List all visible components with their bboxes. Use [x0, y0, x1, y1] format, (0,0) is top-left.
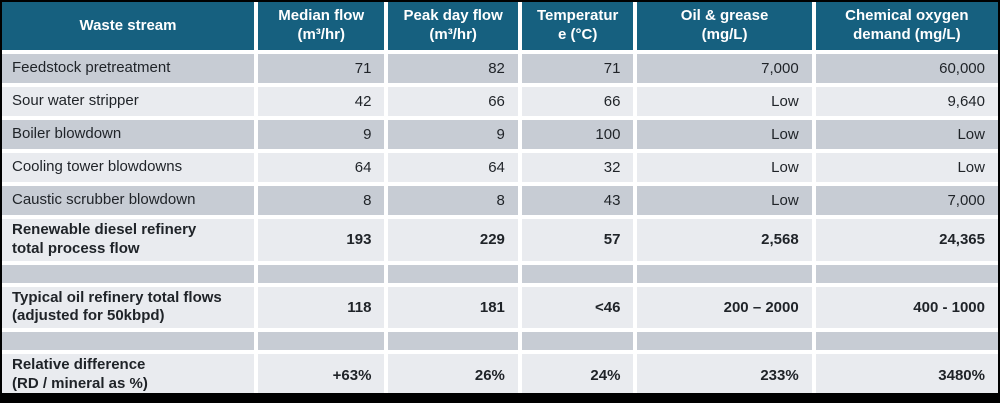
cell-peak-day-flow: 26% [388, 354, 522, 393]
spacer-cell [2, 332, 258, 354]
table-row-typical-oil-refinery: Typical oil refinery total flows (adjust… [2, 286, 998, 332]
cell-oil-grease: 233% [637, 354, 816, 393]
row-label: Sour water stripper [2, 87, 258, 120]
table-row-sour-water-stripper: Sour water stripper 42 66 66 Low 9,640 [2, 87, 998, 120]
cell-temperature: <46 [521, 286, 638, 332]
table-row-feedstock-pretreatment: Feedstock pretreatment 71 82 71 7,000 60… [2, 54, 998, 87]
cell-oil-grease: Low [637, 87, 816, 120]
row-label: Feedstock pretreatment [2, 54, 258, 87]
cell-chemical-oxygen-demand: 3480% [815, 354, 998, 393]
cell-median-flow: 64 [257, 153, 389, 186]
header-chemical-oxygen-demand: Chemical oxygen demand (mg/L) [815, 2, 998, 54]
cell-chemical-oxygen-demand: 9,640 [815, 87, 998, 120]
cell-median-flow: 8 [257, 186, 389, 219]
header-row: Waste stream Median flow (m³/hr) Peak da… [2, 2, 998, 54]
cell-peak-day-flow: 9 [388, 120, 522, 153]
spacer-cell [388, 332, 522, 354]
cell-chemical-oxygen-demand: 400 - 1000 [815, 286, 998, 332]
cell-oil-grease: 7,000 [637, 54, 816, 87]
cell-median-flow: 9 [257, 120, 389, 153]
cell-peak-day-flow: 8 [388, 186, 522, 219]
table-row-spacer [2, 332, 998, 354]
table-row-caustic-scrubber-blowdown: Caustic scrubber blowdown 8 8 43 Low 7,0… [2, 186, 998, 219]
cell-oil-grease: 2,568 [637, 219, 816, 265]
cell-temperature: 32 [521, 153, 638, 186]
cell-temperature: 66 [521, 87, 638, 120]
spacer-cell [257, 332, 389, 354]
header-waste-stream: Waste stream [2, 2, 258, 54]
cell-temperature: 100 [521, 120, 638, 153]
spacer-cell [637, 264, 816, 287]
cell-oil-grease: Low [637, 186, 816, 219]
cell-median-flow: 118 [257, 286, 389, 332]
cell-oil-grease: Low [637, 153, 816, 186]
cell-temperature: 24% [521, 354, 638, 393]
cell-median-flow: +63% [257, 354, 389, 393]
cell-median-flow: 42 [257, 87, 389, 120]
cell-peak-day-flow: 82 [388, 54, 522, 87]
table-row-spacer [2, 264, 998, 287]
spacer-cell [815, 332, 998, 354]
cell-peak-day-flow: 181 [388, 286, 522, 332]
spacer-cell [521, 264, 638, 287]
table-row-boiler-blowdown: Boiler blowdown 9 9 100 Low Low [2, 120, 998, 153]
cell-chemical-oxygen-demand: Low [815, 153, 998, 186]
spacer-cell [388, 264, 522, 287]
row-label: Relative difference (RD / mineral as %) [2, 354, 258, 393]
spacer-cell [257, 264, 389, 287]
cell-oil-grease: 200 – 2000 [637, 286, 816, 332]
spacer-cell [2, 264, 258, 287]
cell-temperature: 57 [521, 219, 638, 265]
cell-temperature: 71 [521, 54, 638, 87]
cell-oil-grease: Low [637, 120, 816, 153]
cell-temperature: 43 [521, 186, 638, 219]
cell-chemical-oxygen-demand: 60,000 [815, 54, 998, 87]
header-temperature: Temperatur e (°C) [521, 2, 638, 54]
cell-chemical-oxygen-demand: 7,000 [815, 186, 998, 219]
table-row-relative-difference: Relative difference (RD / mineral as %) … [2, 354, 998, 393]
cell-chemical-oxygen-demand: Low [815, 120, 998, 153]
cell-median-flow: 71 [257, 54, 389, 87]
cell-peak-day-flow: 66 [388, 87, 522, 120]
table-row-cooling-tower-blowdowns: Cooling tower blowdowns 64 64 32 Low Low [2, 153, 998, 186]
cell-chemical-oxygen-demand: 24,365 [815, 219, 998, 265]
cell-median-flow: 193 [257, 219, 389, 265]
header-peak-day-flow: Peak day flow (m³/hr) [388, 2, 522, 54]
row-label: Caustic scrubber blowdown [2, 186, 258, 219]
cell-peak-day-flow: 64 [388, 153, 522, 186]
row-label: Renewable diesel refinery total process … [2, 219, 258, 265]
cell-peak-day-flow: 229 [388, 219, 522, 265]
header-median-flow: Median flow (m³/hr) [257, 2, 389, 54]
header-oil-grease: Oil & grease (mg/L) [637, 2, 816, 54]
waste-stream-table: Waste stream Median flow (m³/hr) Peak da… [2, 2, 998, 393]
spacer-cell [815, 264, 998, 287]
row-label: Boiler blowdown [2, 120, 258, 153]
row-label: Cooling tower blowdowns [2, 153, 258, 186]
table-row-renewable-diesel-total: Renewable diesel refinery total process … [2, 219, 998, 265]
row-label: Typical oil refinery total flows (adjust… [2, 286, 258, 332]
spacer-cell [521, 332, 638, 354]
spacer-cell [637, 332, 816, 354]
